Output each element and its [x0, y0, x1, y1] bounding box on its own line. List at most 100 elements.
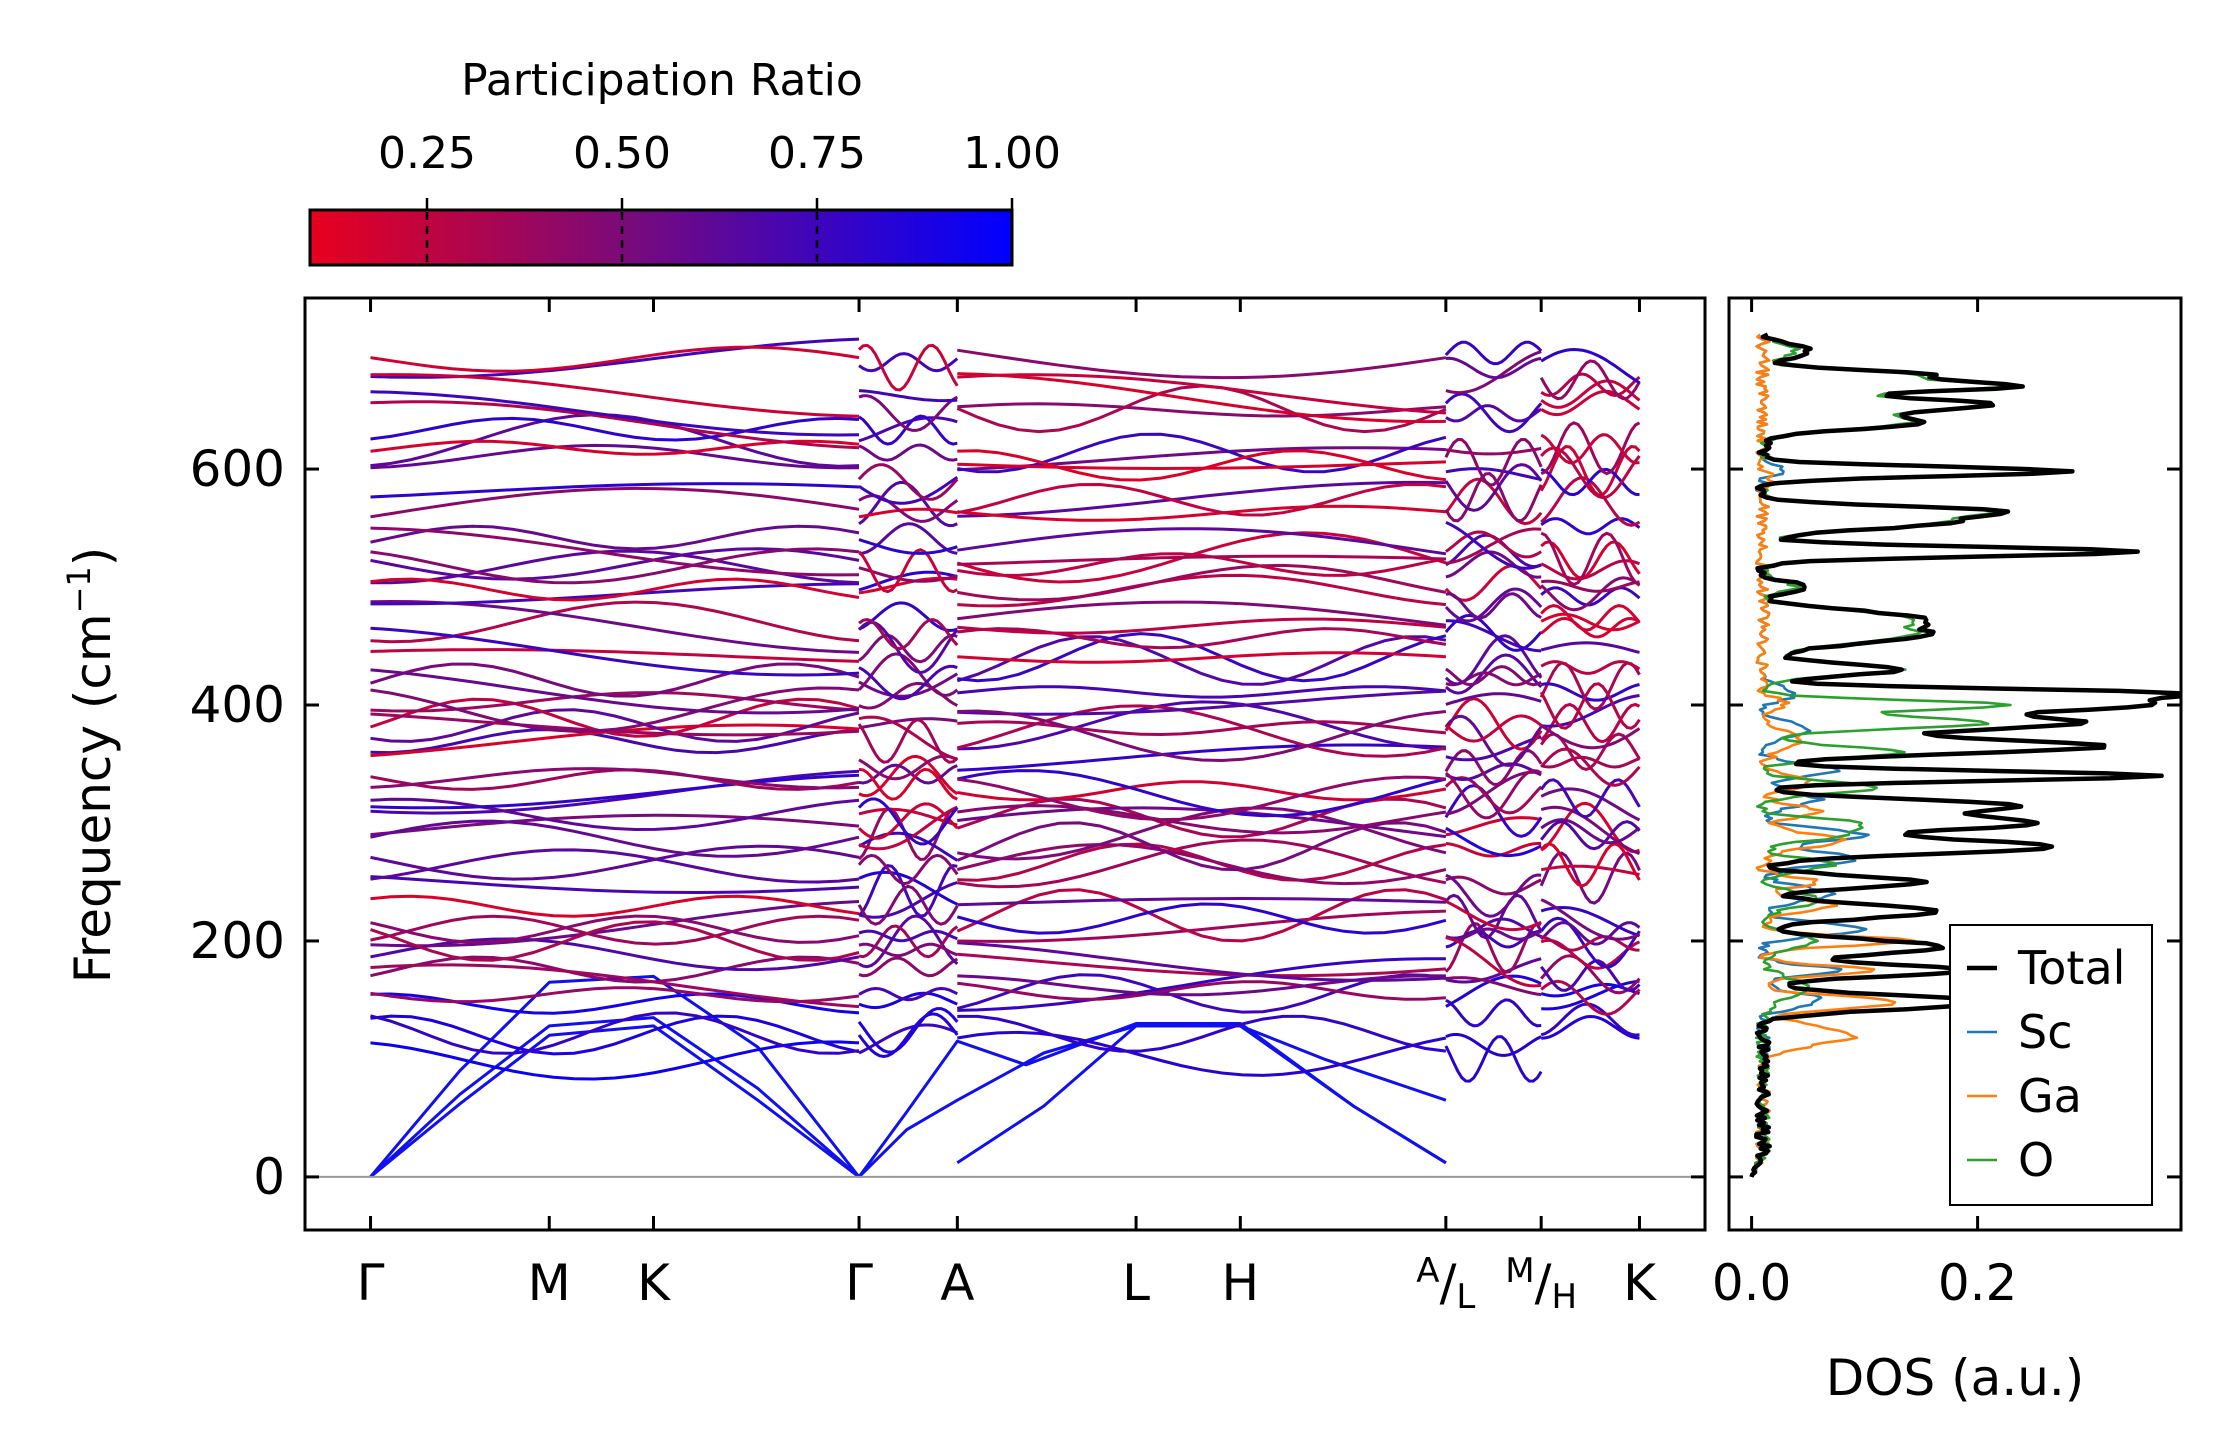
optical-branch — [957, 480, 1446, 518]
optical-branch — [858, 507, 958, 519]
optical-branch — [1444, 437, 1543, 487]
optical-branch — [370, 844, 860, 881]
optical-branch — [370, 373, 860, 418]
optical-branch — [1540, 531, 1641, 587]
optical-branch — [858, 414, 958, 446]
optical-branch — [1540, 372, 1641, 398]
optical-branch — [370, 937, 860, 972]
optical-branch — [1540, 724, 1641, 750]
optical-branch — [1540, 898, 1641, 941]
optical-branch — [370, 875, 860, 895]
optical-branch — [956, 888, 1447, 943]
optical-branch — [370, 526, 860, 577]
optical-branch — [370, 337, 860, 379]
optical-branch — [370, 345, 860, 373]
optical-branch — [370, 668, 860, 715]
optical-branch — [957, 554, 1446, 566]
legend-items: Total Sc Ga O — [1967, 941, 2125, 1187]
optical-branch — [857, 548, 958, 594]
x-tick-label: A/L — [1416, 1251, 1475, 1317]
optical-branch — [370, 662, 860, 698]
optical-branch — [957, 651, 1446, 664]
optical-branch — [1540, 433, 1640, 465]
optical-branch — [370, 691, 860, 713]
legend-label: Ga — [2018, 1069, 2082, 1123]
optical-branch — [957, 1030, 1447, 1077]
optical-branch — [858, 633, 958, 664]
colorbar-tick-label: 0.75 — [768, 128, 866, 179]
optical-branch — [857, 802, 959, 840]
optical-branch — [858, 389, 958, 403]
optical-branch — [1444, 769, 1542, 820]
optical-branch — [957, 552, 1447, 577]
legend-frame — [1949, 924, 2153, 1206]
optical-branch — [370, 992, 860, 1015]
optical-branch — [857, 884, 959, 926]
optical-branch — [370, 963, 860, 1009]
optical-branch — [957, 348, 1447, 380]
optical-branch — [1540, 347, 1641, 385]
optical-branch — [1539, 851, 1641, 905]
acoustic-branch — [857, 1022, 1447, 1178]
optical-branch — [370, 626, 860, 677]
optical-branch — [1540, 467, 1640, 497]
acoustic-branch — [369, 1016, 860, 1179]
optical-branch — [1541, 979, 1640, 1011]
x-tick-label: Γ — [357, 1254, 385, 1312]
optical-branch — [370, 400, 860, 450]
optical-branch — [370, 914, 860, 946]
optical-branch — [1445, 826, 1542, 858]
optical-branch — [1445, 350, 1542, 395]
dos-curve-ga — [1750, 333, 1917, 1178]
optical-branch — [956, 384, 1447, 434]
optical-branch — [1445, 592, 1542, 620]
optical-branch — [957, 980, 1447, 1001]
optical-branch — [1445, 692, 1542, 706]
optical-branch — [957, 617, 1447, 635]
optical-branch — [370, 819, 860, 858]
x-tick-label: Γ — [845, 1254, 873, 1312]
optical-branch — [1540, 586, 1641, 607]
acoustic-branch — [956, 1024, 1447, 1165]
optical-branch — [370, 416, 860, 442]
optical-branch — [1540, 820, 1641, 851]
optical-branch — [1445, 1033, 1542, 1057]
dos-x-tick-label: 0.0 — [1712, 1254, 1792, 1312]
optical-branch — [1540, 576, 1641, 612]
optical-branch — [1540, 916, 1641, 969]
optical-branch — [370, 914, 860, 944]
optical-branch — [1540, 612, 1641, 632]
optical-branch — [370, 486, 860, 519]
dos-y-ticks — [1729, 467, 2181, 1179]
optical-branch — [857, 797, 959, 846]
optical-branch — [858, 522, 958, 555]
optical-branch — [858, 914, 959, 969]
optical-branch — [957, 806, 1447, 861]
optical-branch — [956, 842, 1447, 886]
optical-branch — [858, 601, 958, 633]
optical-branch — [370, 1011, 860, 1055]
optical-branch — [1540, 755, 1641, 769]
optical-branch — [1445, 550, 1542, 579]
optical-branch — [857, 853, 959, 886]
y-tick-label: 0 — [253, 1148, 285, 1206]
optical-branch — [1445, 998, 1542, 1028]
optical-branch — [1540, 517, 1641, 536]
legend-label: Total — [2017, 941, 2125, 995]
optical-branch — [370, 955, 860, 984]
optical-branch — [957, 743, 1446, 772]
optical-branch — [1540, 641, 1640, 654]
optical-branch — [1444, 472, 1543, 523]
optical-branch — [370, 900, 860, 948]
optical-branch — [857, 652, 959, 698]
band-structure-panel: 0 200 400 600 Γ M K Γ A L H A/L M/H K Frequency (cm−… — [60, 296, 1707, 1317]
optical-branch — [1444, 477, 1543, 526]
optical-branch — [1445, 356, 1542, 380]
optical-branch — [1445, 521, 1542, 570]
optical-branch — [370, 769, 860, 815]
optical-branch — [957, 600, 1447, 627]
x-tick-label: M/H — [1505, 1251, 1577, 1317]
optical-branch — [857, 343, 959, 392]
optical-branch — [1540, 682, 1640, 702]
